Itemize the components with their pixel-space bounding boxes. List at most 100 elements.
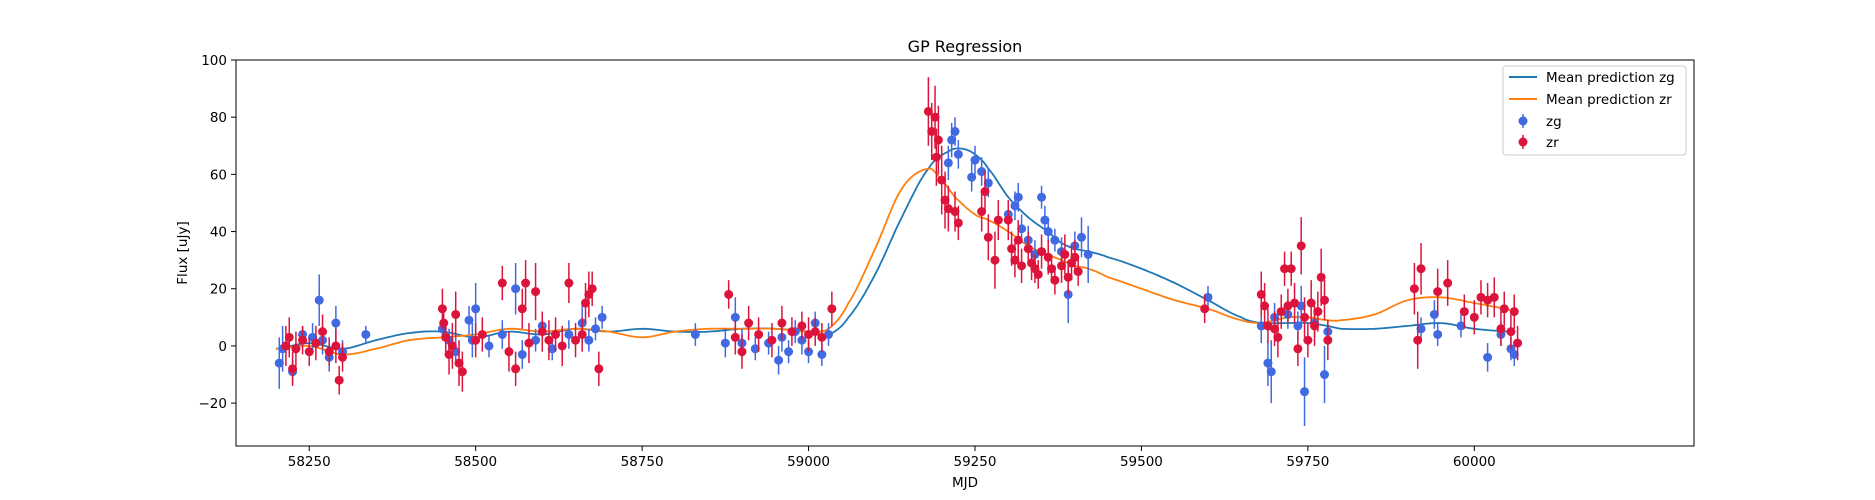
zg-point-14 [464, 315, 474, 325]
zg-point-80 [1429, 309, 1439, 319]
legend-label-zr: zr [1546, 135, 1559, 151]
y-tick-label-80: 80 [210, 110, 227, 126]
zg-point-20 [517, 350, 527, 360]
zr-point-5 [304, 347, 314, 357]
zr-point-66 [990, 255, 1000, 265]
x-axis-label: MJD [952, 475, 978, 491]
zr-point-85 [1070, 252, 1080, 262]
zr-point-92 [1273, 332, 1283, 342]
zr-point-59 [940, 195, 950, 205]
zr-point-46 [777, 318, 787, 328]
zr-point-77 [1037, 247, 1047, 257]
zr-point-73 [1023, 244, 1033, 254]
zr-point-104 [1313, 307, 1323, 317]
x-tick-label-59750: 59750 [1286, 454, 1329, 470]
zg-point-50 [977, 167, 987, 177]
y-tick-label-40: 40 [210, 225, 227, 241]
series-zg [274, 117, 1519, 426]
zr-point-11 [338, 352, 348, 362]
zg-point-86 [1509, 350, 1519, 360]
zg-point-8 [331, 318, 341, 328]
x-tick-label-59500: 59500 [1120, 454, 1163, 470]
zg-point-29 [690, 329, 700, 339]
zr-point-51 [817, 332, 827, 342]
x-tick-label-59250: 59250 [954, 454, 997, 470]
zr-point-83 [1063, 272, 1073, 282]
zg-point-79 [1416, 324, 1426, 334]
zg-point-66 [1083, 249, 1093, 259]
zr-point-18 [454, 358, 464, 368]
zr-point-8 [324, 347, 334, 357]
zr-point-99 [1296, 241, 1306, 251]
zr-point-61 [950, 207, 960, 217]
zr-point-91 [1270, 324, 1280, 334]
legend-swatch-zr-marker [1518, 137, 1528, 147]
zg-point-0 [274, 358, 284, 368]
zr-point-121 [1509, 307, 1519, 317]
zr-point-106 [1320, 295, 1330, 305]
zr-point-86 [1073, 267, 1083, 277]
zg-point-31 [730, 312, 740, 322]
zr-point-19 [457, 367, 467, 377]
x-axis-ticks: 58250 58500 58750 59000 59250 59500 59750 60000 [288, 446, 1496, 470]
zr-point-70 [1010, 255, 1020, 265]
zr-point-109 [1413, 335, 1423, 345]
zg-point-47 [953, 149, 963, 159]
zg-point-73 [1293, 321, 1303, 331]
zr-point-4 [298, 335, 308, 345]
y-tick-label-60: 60 [210, 167, 227, 183]
zr-point-47 [787, 327, 797, 337]
chart-title: GP Regression [908, 37, 1023, 56]
zr-point-119 [1499, 304, 1509, 314]
zg-point-55 [1017, 224, 1027, 234]
zg-point-33 [750, 344, 760, 354]
x-tick-label-58750: 58750 [621, 454, 664, 470]
x-tick-label-59000: 59000 [787, 454, 830, 470]
zg-point-54 [1013, 192, 1023, 202]
zr-point-52 [827, 304, 837, 314]
legend-label-mean-zr: Mean prediction zr [1546, 92, 1672, 108]
zr-point-6 [311, 338, 321, 348]
legend-label-mean-zg: Mean prediction zg [1546, 70, 1675, 86]
zg-point-59 [1040, 215, 1050, 225]
zr-point-9 [331, 341, 341, 351]
zr-point-44 [754, 329, 764, 339]
legend-label-zg: zg [1546, 114, 1562, 130]
zr-point-13 [439, 318, 449, 328]
zg-point-27 [591, 324, 601, 334]
zr-point-88 [1256, 289, 1266, 299]
zr-point-53 [923, 106, 933, 116]
zr-point-97 [1290, 298, 1300, 308]
zr-point-65 [983, 232, 993, 242]
y-axis-ticks: −20 0 20 40 60 80 100 [199, 53, 236, 412]
zg-point-23 [547, 344, 557, 354]
zr-point-112 [1443, 278, 1453, 288]
zg-point-53 [1010, 201, 1020, 211]
zg-point-69 [1263, 358, 1273, 368]
zr-point-38 [587, 284, 597, 294]
zg-point-30 [720, 338, 730, 348]
zr-point-16 [447, 341, 457, 351]
x-tick-label-58500: 58500 [454, 454, 497, 470]
legend-swatch-zg-marker [1518, 116, 1528, 126]
zr-point-23 [504, 347, 514, 357]
zr-point-117 [1489, 292, 1499, 302]
y-tick-label-100: 100 [201, 53, 227, 69]
zr-point-107 [1323, 335, 1333, 345]
zr-point-72 [1017, 261, 1027, 271]
zr-point-32 [557, 341, 567, 351]
series-zr [281, 77, 1523, 395]
zr-point-76 [1033, 269, 1043, 279]
legend-box [1502, 65, 1687, 156]
zr-point-57 [933, 135, 943, 145]
zg-point-60 [1043, 227, 1053, 237]
zg-point-81 [1433, 329, 1443, 339]
zr-point-111 [1433, 287, 1443, 297]
zr-point-103 [1310, 321, 1320, 331]
zr-point-96 [1286, 264, 1296, 274]
zr-point-2 [288, 364, 298, 374]
zr-point-1 [284, 332, 294, 342]
zr-point-67 [993, 215, 1003, 225]
zr-point-98 [1293, 344, 1303, 354]
zg-point-42 [817, 350, 827, 360]
